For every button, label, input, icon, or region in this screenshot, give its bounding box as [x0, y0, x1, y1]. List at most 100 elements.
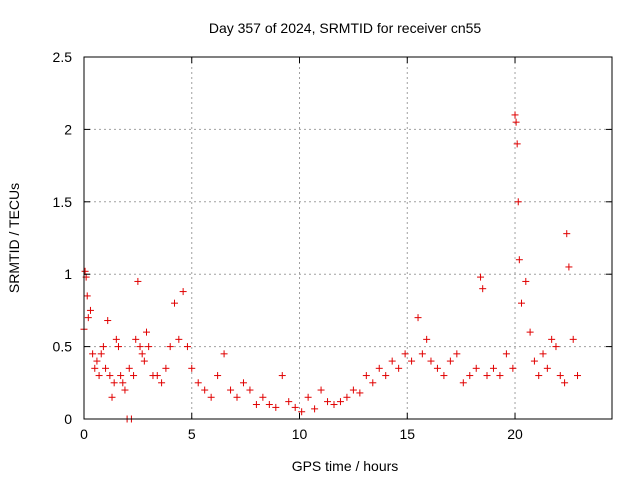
data-point — [479, 285, 487, 293]
data-point — [522, 277, 530, 285]
data-point — [93, 357, 101, 365]
data-point — [356, 389, 364, 397]
data-point — [561, 379, 569, 387]
data-point — [125, 364, 133, 372]
x-tick-label: 10 — [292, 426, 308, 442]
data-point — [95, 372, 103, 380]
data-point — [99, 343, 107, 351]
data-point — [569, 335, 577, 343]
data-point — [233, 393, 241, 401]
data-point — [489, 364, 497, 372]
data-point — [291, 403, 299, 411]
data-point — [153, 372, 161, 380]
data-point — [382, 372, 390, 380]
data-point — [91, 364, 99, 372]
data-point — [427, 357, 435, 365]
data-point — [112, 335, 120, 343]
data-point — [278, 372, 286, 380]
data-point — [388, 357, 396, 365]
data-point — [83, 292, 91, 300]
data-point — [526, 328, 534, 336]
data-point — [162, 364, 170, 372]
y-tick-label: 0 — [64, 411, 72, 427]
data-point — [114, 343, 122, 351]
data-point — [259, 393, 267, 401]
data-point — [86, 306, 94, 314]
data-point — [324, 398, 332, 406]
x-tick-label: 20 — [507, 426, 523, 442]
data-point — [483, 372, 491, 380]
data-point — [84, 314, 92, 322]
data-point — [265, 401, 273, 409]
data-point — [304, 393, 312, 401]
data-point — [81, 267, 89, 275]
data-point — [130, 372, 138, 380]
data-point — [530, 357, 538, 365]
x-tick-label: 5 — [188, 426, 196, 442]
ticks-layer: 0 5 10 15 20 0 0.5 1 1.5 2 2.5 — [53, 49, 612, 442]
data-point — [136, 343, 144, 351]
data-point — [349, 386, 357, 394]
data-point — [375, 364, 383, 372]
data-point — [104, 317, 112, 325]
data-point — [285, 398, 293, 406]
data-point — [239, 379, 247, 387]
data-point — [330, 401, 338, 409]
data-point — [145, 343, 153, 351]
points-layer — [80, 111, 582, 423]
data-point — [466, 372, 474, 380]
data-point — [220, 350, 228, 358]
y-tick-label: 2 — [64, 121, 72, 137]
data-point — [535, 372, 543, 380]
data-point — [477, 273, 485, 281]
data-point — [121, 386, 129, 394]
data-point — [97, 350, 105, 358]
data-point — [515, 256, 523, 264]
data-point — [418, 350, 426, 358]
data-point — [408, 357, 416, 365]
data-point — [119, 379, 127, 387]
data-point — [496, 372, 504, 380]
data-point — [175, 335, 183, 343]
data-point — [214, 372, 222, 380]
data-point — [433, 364, 441, 372]
data-point — [574, 372, 582, 380]
data-point — [227, 386, 235, 394]
data-point — [117, 372, 125, 380]
data-point — [246, 386, 254, 394]
data-point — [188, 364, 196, 372]
data-point — [395, 364, 403, 372]
data-point — [514, 198, 522, 206]
data-point — [565, 263, 573, 271]
data-point — [132, 335, 140, 343]
data-point — [102, 364, 110, 372]
data-point — [509, 364, 517, 372]
data-point — [134, 277, 142, 285]
data-point — [252, 401, 260, 409]
data-point — [201, 386, 209, 394]
data-point — [158, 379, 166, 387]
y-tick-label: 0.5 — [53, 339, 73, 355]
data-point — [179, 288, 187, 296]
data-point — [552, 343, 560, 351]
grid-layer — [84, 57, 612, 419]
data-point — [446, 357, 454, 365]
x-tick-label: 15 — [399, 426, 415, 442]
data-point — [513, 140, 521, 148]
data-point — [517, 299, 525, 307]
data-point — [563, 230, 571, 238]
data-point — [459, 379, 467, 387]
data-point — [207, 393, 215, 401]
data-point — [423, 335, 431, 343]
data-point — [106, 372, 114, 380]
data-point — [472, 364, 480, 372]
data-point — [369, 379, 377, 387]
y-axis-label: SRMTID / TECUs — [6, 183, 22, 293]
data-point — [502, 350, 510, 358]
data-point — [539, 350, 547, 358]
data-point — [511, 111, 519, 119]
data-point — [401, 350, 409, 358]
x-tick-label: 0 — [80, 426, 88, 442]
data-point — [440, 372, 448, 380]
